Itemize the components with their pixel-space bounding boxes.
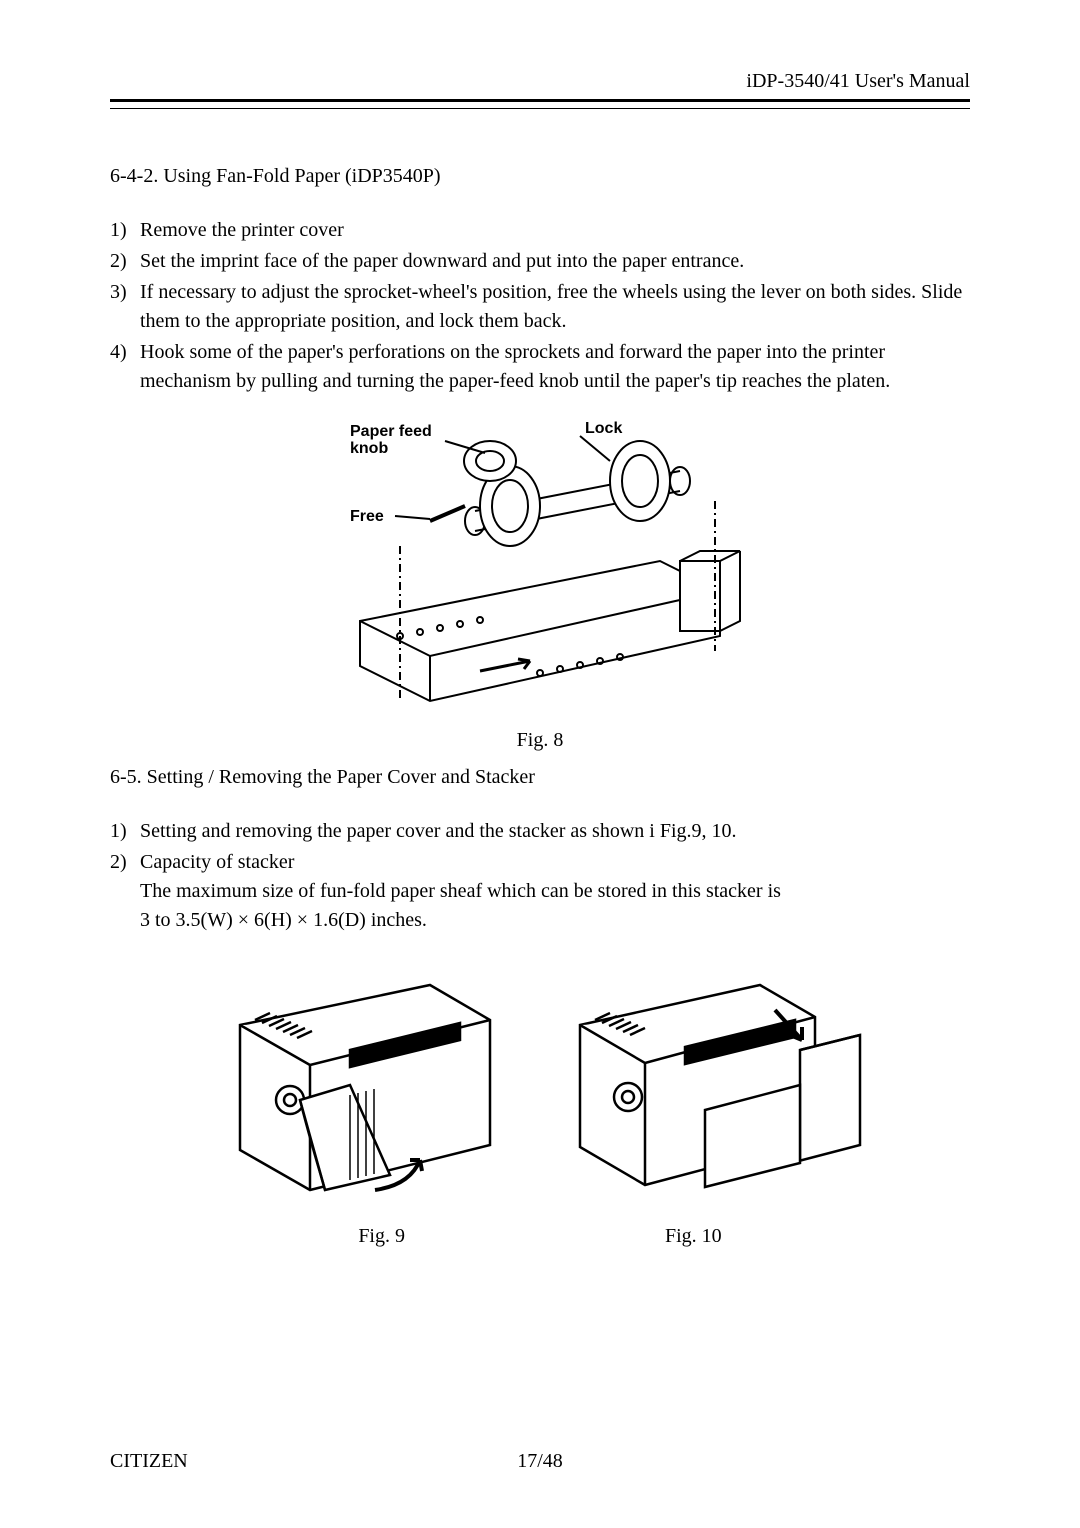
footer-page-number: 17/48	[517, 1450, 563, 1473]
list-text: If necessary to adjust the sprocket-whee…	[140, 278, 970, 336]
figure-10-illustration	[550, 965, 880, 1205]
list-num: 2)	[110, 247, 140, 276]
fig8-label-paper-feed: Paper feed	[350, 423, 432, 440]
list-num: 2)	[110, 848, 140, 935]
header-rule-thick	[110, 99, 970, 102]
fig8-label-knob: knob	[350, 440, 388, 457]
figure-9-caption: Fig. 9	[358, 1225, 405, 1248]
footer-left: CITIZEN	[110, 1450, 188, 1473]
list-text: Setting and removing the paper cover and…	[140, 817, 970, 846]
figure-9-10-captions: Fig. 9 Fig. 10	[110, 1225, 970, 1248]
list-text: Remove the printer cover	[140, 216, 970, 245]
figure-9-illustration	[200, 965, 510, 1205]
list-item: 1) Setting and removing the paper cover …	[110, 817, 970, 846]
list-num: 1)	[110, 817, 140, 846]
section-6-5-list: 1) Setting and removing the paper cover …	[110, 817, 970, 935]
list-text-line: The maximum size of fun-fold paper sheaf…	[140, 877, 970, 906]
section-6-4-2-title: 6-4-2. Using Fan-Fold Paper (iDP3540P)	[110, 165, 970, 188]
list-text: Hook some of the paper's perforations on…	[140, 338, 970, 396]
figure-8-illustration: Paper feed knob Lock Free	[280, 411, 800, 721]
figure-9-10-row	[110, 965, 970, 1205]
header-rule-thin	[110, 108, 970, 109]
list-num: 3)	[110, 278, 140, 336]
section-6-5-title: 6-5. Setting / Removing the Paper Cover …	[110, 766, 970, 789]
page: iDP-3540/41 User's Manual 6-4-2. Using F…	[0, 0, 1080, 1528]
list-item: 2) Set the imprint face of the paper dow…	[110, 247, 970, 276]
list-num: 4)	[110, 338, 140, 396]
page-footer: CITIZEN 17/48	[110, 1450, 970, 1473]
list-text-line: 3 to 3.5(W) × 6(H) × 1.6(D) inches.	[140, 906, 970, 935]
list-text-line: Capacity of stacker	[140, 848, 970, 877]
fig8-label-free: Free	[350, 508, 384, 525]
section-6-4-2-list: 1) Remove the printer cover 2) Set the i…	[110, 216, 970, 396]
list-num: 1)	[110, 216, 140, 245]
list-item: 4) Hook some of the paper's perforations…	[110, 338, 970, 396]
figure-10-caption: Fig. 10	[665, 1225, 722, 1248]
list-item: 1) Remove the printer cover	[110, 216, 970, 245]
list-text: Capacity of stacker The maximum size of …	[140, 848, 970, 935]
header-doc-title: iDP-3540/41 User's Manual	[110, 70, 970, 93]
list-item: 2) Capacity of stacker The maximum size …	[110, 848, 970, 935]
figure-8-caption: Fig. 8	[110, 729, 970, 752]
list-item: 3) If necessary to adjust the sprocket-w…	[110, 278, 970, 336]
list-text: Set the imprint face of the paper downwa…	[140, 247, 970, 276]
fig8-label-lock: Lock	[585, 420, 622, 437]
